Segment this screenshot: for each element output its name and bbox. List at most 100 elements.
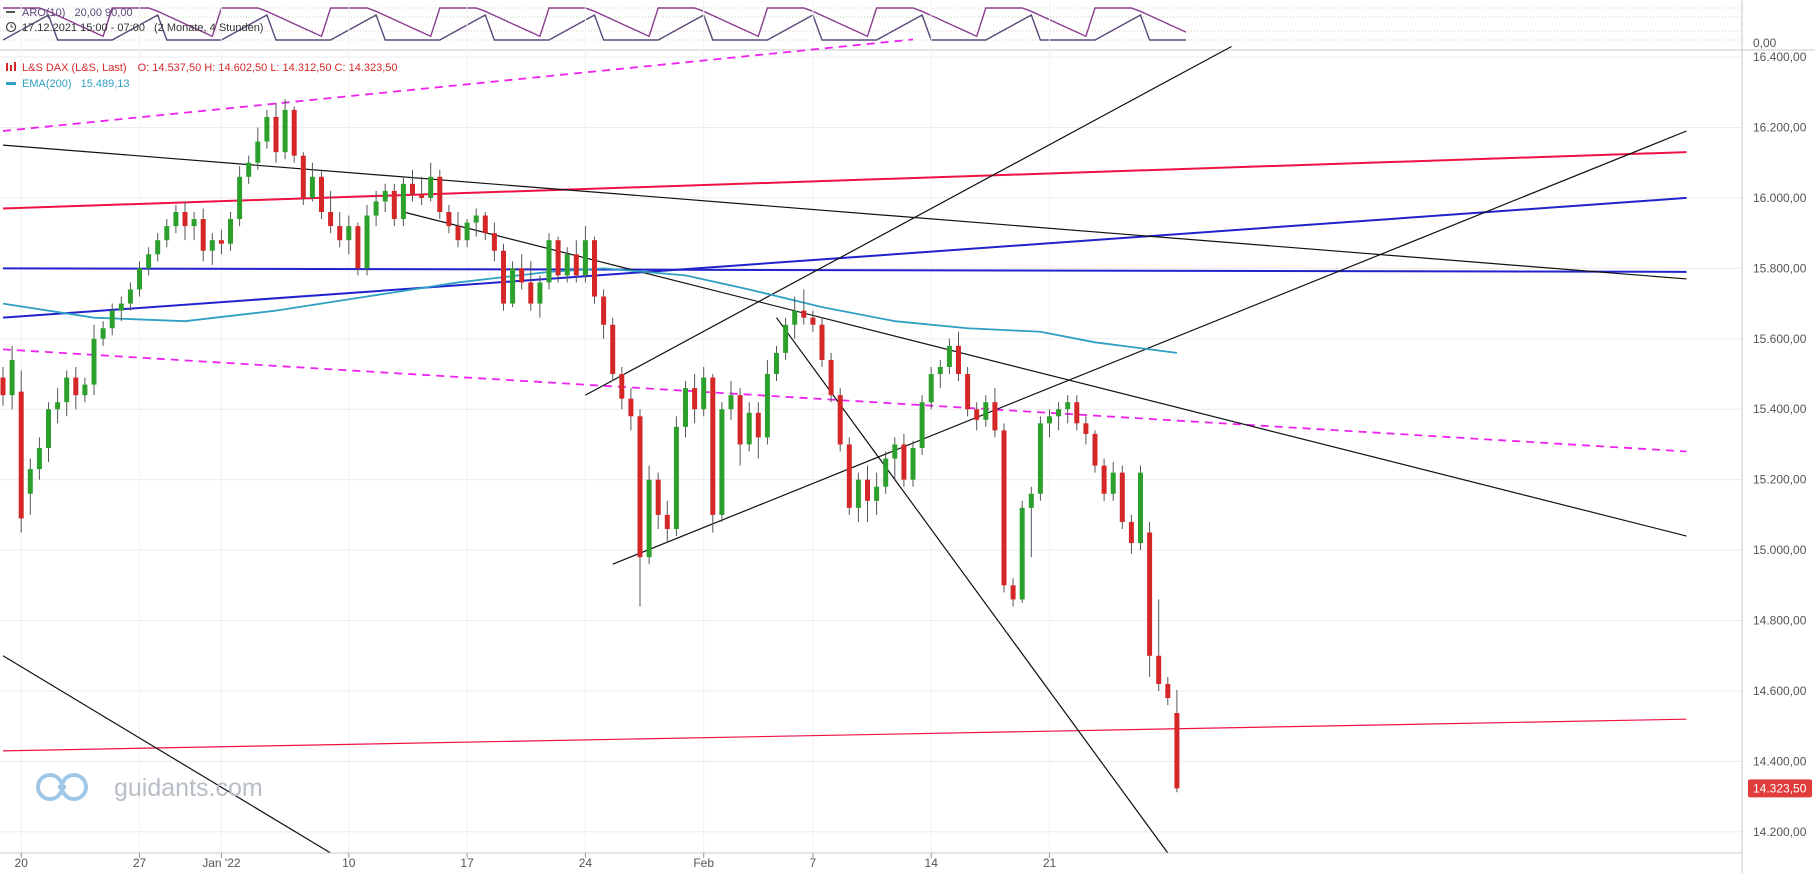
candle (264, 109, 270, 149)
aro-legend-marker (6, 11, 15, 13)
candle (646, 465, 652, 565)
trendline (2, 655, 331, 854)
candle (228, 212, 233, 251)
candle (810, 310, 816, 332)
x-tick-label: 10 (342, 856, 356, 870)
candle (109, 303, 115, 336)
candle (218, 229, 224, 255)
candle (73, 366, 79, 410)
candle (64, 370, 70, 417)
watermark: guidants.com (36, 773, 263, 802)
trendline (2, 267, 1687, 273)
candle (1056, 402, 1062, 431)
candle (118, 296, 124, 322)
trendline (2, 348, 1687, 453)
candle (628, 388, 634, 431)
candle (546, 233, 552, 290)
period-detail: (2 Monate, 4 Stunden) (154, 22, 263, 34)
candle (774, 345, 779, 382)
candle (874, 472, 880, 515)
candle (200, 208, 206, 262)
ema-legend-marker (6, 82, 16, 85)
y-tick-label: 14.400,00 (1753, 754, 1807, 768)
candle (974, 402, 980, 431)
candles (0, 99, 1180, 793)
candle (1156, 599, 1162, 691)
trendline (2, 144, 1687, 280)
price-gridlines (0, 0, 1742, 853)
candle (637, 409, 643, 607)
candle (428, 162, 434, 202)
candle (1110, 462, 1116, 501)
trendline (2, 718, 1687, 752)
candle (482, 212, 488, 241)
ohlc-values: O: 14.537,50 H: 14.602,50 L: 14.312,50 C… (138, 62, 398, 74)
candle (892, 437, 898, 480)
candle (573, 240, 579, 283)
trendline (2, 151, 1687, 210)
candle (1001, 423, 1007, 593)
ema-legend-value: 15.489,13 (81, 78, 130, 90)
y-tick-label: 16.400,00 (1753, 50, 1807, 64)
candle (155, 233, 161, 262)
svg-text:EMA(200) 15.489,13: EMA(200) 15.489,13 (22, 78, 130, 90)
candle (1010, 578, 1016, 607)
aro-oscillator-lines (2, 7, 1187, 41)
candle (1074, 395, 1080, 431)
candle (355, 222, 361, 276)
candle (446, 204, 452, 234)
candle (1019, 500, 1025, 603)
candle (173, 204, 179, 234)
y-tick-label: 14.200,00 (1753, 825, 1807, 839)
candle (255, 127, 261, 170)
candle (400, 176, 406, 227)
candle (910, 440, 916, 487)
x-tick-label: 27 (133, 856, 147, 870)
candle (673, 416, 679, 537)
candle (1028, 486, 1034, 558)
x-tick-label: 14 (925, 856, 939, 870)
candle (928, 366, 934, 410)
candle (273, 102, 279, 163)
period-range: 17.12.2021 15:00 - 07:00 (22, 22, 145, 34)
ema200-line (2, 267, 1178, 354)
instrument-name: L&S DAX (L&S, Last) (22, 62, 127, 74)
candle (464, 219, 470, 248)
candle (410, 169, 415, 202)
y-tick-label: 15.400,00 (1753, 402, 1807, 416)
svg-text:ARO(10) 20,00 90,00: ARO(10) 20,00 90,00 (22, 7, 133, 19)
candle (473, 208, 479, 237)
candle (728, 381, 734, 420)
candle (619, 366, 625, 410)
candle (828, 352, 834, 403)
candle (655, 472, 661, 529)
candle (764, 359, 770, 445)
candle-legend-icon (6, 62, 16, 71)
candle (300, 152, 306, 205)
y-tick-label: 14.600,00 (1753, 684, 1807, 698)
candle (27, 458, 33, 515)
x-tick-label: 24 (579, 856, 593, 870)
candle (237, 166, 243, 227)
candle (1147, 521, 1153, 677)
candle (391, 183, 397, 227)
candle (983, 395, 989, 427)
last-price-tag: 14.323,50 (1748, 779, 1812, 798)
ema-legend-name: EMA(200) (22, 78, 72, 90)
trendline (776, 317, 1169, 854)
clock-icon (5, 21, 17, 33)
candle (755, 402, 761, 459)
candle (209, 233, 215, 265)
candle (46, 402, 51, 463)
x-tick-label: Jan '22 (202, 856, 241, 870)
candle (309, 162, 315, 202)
candle (1047, 409, 1052, 438)
candle (783, 317, 789, 360)
candle (883, 451, 889, 494)
candle (1101, 458, 1107, 501)
x-tick-label: 20 (15, 856, 29, 870)
candle (246, 155, 252, 184)
candle (146, 247, 152, 276)
candle (901, 433, 907, 487)
